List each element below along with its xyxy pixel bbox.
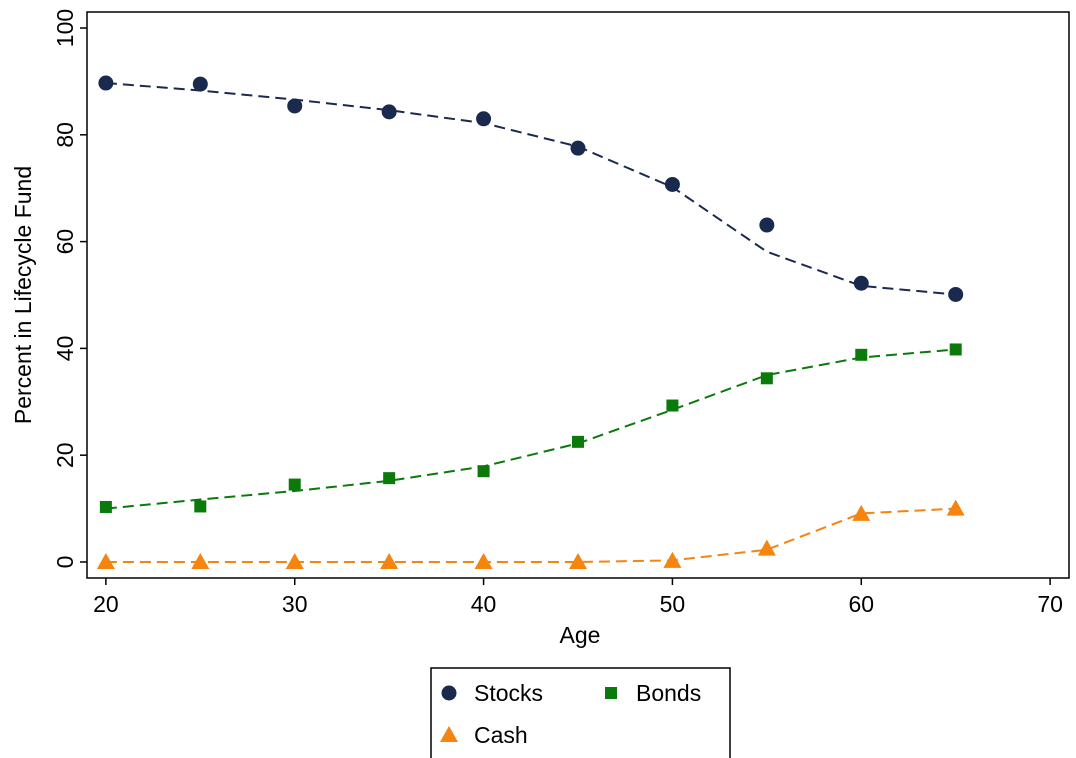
bonds-fit-line [105, 348, 956, 510]
x-tick-label: 30 [282, 591, 308, 617]
cash-point [946, 499, 965, 516]
stocks-point [570, 140, 586, 156]
bonds-point [760, 372, 773, 385]
y-tick-label: 60 [52, 229, 78, 255]
series-bonds [99, 343, 962, 513]
y-axis-title: Percent in Lifecycle Fund [10, 166, 36, 424]
y-tick-label: 100 [52, 9, 78, 47]
y-tick-label: 0 [52, 556, 78, 569]
stocks-point [287, 98, 303, 114]
stocks-point [381, 104, 397, 120]
bonds-point [194, 500, 207, 513]
cash-point [852, 504, 871, 521]
stocks-point [664, 176, 680, 192]
bonds-point [949, 343, 962, 356]
bonds-point [288, 478, 301, 491]
bonds-point [855, 348, 868, 361]
cash-point [285, 552, 304, 569]
series-layer [96, 75, 965, 569]
series-cash [96, 499, 965, 569]
cash-fit-line [105, 507, 956, 563]
bonds-point [383, 472, 396, 485]
bonds-point [99, 500, 112, 513]
legend: Stocks Bonds Cash [430, 667, 731, 758]
cash-point [757, 539, 776, 556]
plot-border [86, 11, 1070, 579]
x-axis: 20 30 40 50 60 70 [93, 578, 1063, 617]
stocks-point [948, 286, 964, 302]
legend-marker-cash [440, 726, 458, 742]
x-tick-label: 50 [660, 591, 686, 617]
legend-label-stocks: Stocks [474, 680, 543, 706]
cash-point [474, 552, 493, 569]
bonds-point [477, 465, 490, 478]
y-tick-label: 20 [52, 442, 78, 468]
x-tick-label: 60 [848, 591, 874, 617]
plot-frame [86, 11, 1070, 579]
cash-point [663, 551, 682, 568]
series-stocks [98, 75, 964, 302]
cash-point [96, 552, 115, 569]
stocks-point [759, 217, 775, 233]
y-tick-label: 80 [52, 122, 78, 148]
cash-point [380, 552, 399, 569]
y-tick-label: 40 [52, 336, 78, 362]
stocks-point [192, 76, 208, 92]
stocks-fit-line [105, 82, 956, 296]
y-axis: 0 20 40 60 80 100 [52, 9, 87, 569]
legend-marker-stocks [441, 685, 457, 701]
legend-label-cash: Cash [474, 722, 528, 748]
x-tick-label: 40 [471, 591, 497, 617]
legend-marker-bonds [605, 687, 617, 699]
bonds-point [666, 399, 679, 412]
x-tick-label: 70 [1037, 591, 1063, 617]
cash-point [191, 552, 210, 569]
bonds-point [572, 435, 584, 448]
legend-label-bonds: Bonds [636, 680, 701, 706]
legend-box [430, 667, 731, 758]
stocks-point [476, 111, 492, 127]
x-axis-title: Age [560, 622, 601, 648]
stocks-point [98, 75, 114, 91]
stocks-point [853, 275, 869, 291]
cash-point [569, 552, 587, 569]
x-tick-label: 20 [93, 591, 119, 617]
